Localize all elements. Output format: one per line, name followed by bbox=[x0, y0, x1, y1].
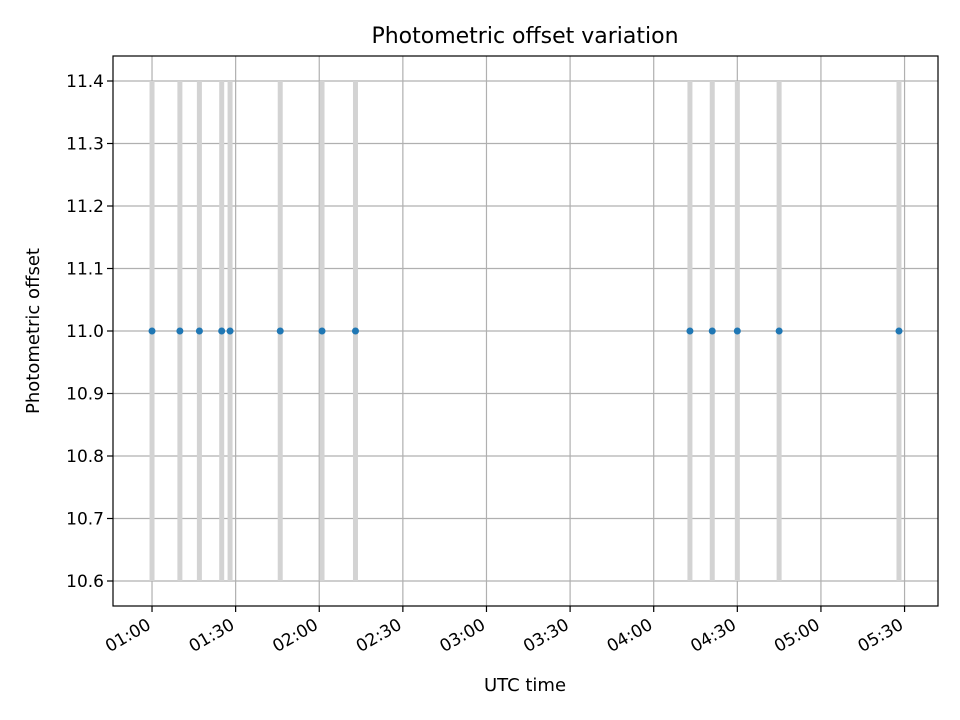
data-point bbox=[686, 327, 694, 335]
y-tick-label: 11.3 bbox=[66, 135, 104, 155]
data-point bbox=[195, 327, 203, 335]
y-tick-label: 10.8 bbox=[66, 447, 104, 467]
data-point bbox=[226, 327, 234, 335]
chart-title: Photometric offset variation bbox=[371, 24, 678, 49]
y-tick-label: 10.6 bbox=[66, 572, 104, 592]
y-tick-label: 10.7 bbox=[66, 510, 104, 530]
data-point bbox=[176, 327, 184, 335]
y-tick-label: 10.9 bbox=[66, 385, 104, 405]
y-tick-label: 11.2 bbox=[66, 197, 104, 217]
y-axis-label: Photometric offset bbox=[23, 248, 44, 414]
x-axis-label: UTC time bbox=[484, 675, 566, 696]
data-point bbox=[218, 327, 226, 335]
data-point bbox=[318, 327, 326, 335]
data-point bbox=[895, 327, 903, 335]
data-point bbox=[148, 327, 156, 335]
y-axis-ticks: 10.6 10.7 10.8 10.9 11.0 11.1 11.2 11.3 11.4 bbox=[66, 72, 113, 592]
data-point bbox=[708, 327, 716, 335]
data-point bbox=[351, 327, 359, 335]
y-tick-label: 11.4 bbox=[66, 72, 104, 92]
data-points bbox=[148, 327, 903, 335]
y-tick-label: 11.1 bbox=[66, 260, 104, 280]
data-point bbox=[733, 327, 741, 335]
data-point bbox=[276, 327, 284, 335]
data-point bbox=[775, 327, 783, 335]
y-tick-label: 11.0 bbox=[66, 322, 104, 342]
